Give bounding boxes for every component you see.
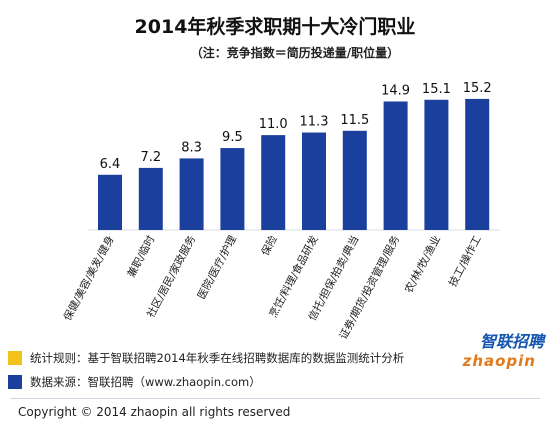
value-label-3: 9.5 xyxy=(222,130,243,145)
bar-chart: 6.4保健/美容/美发/健身7.2兼职/临时8.3社区/居民/家政服务9.5医院… xyxy=(61,81,500,341)
chart-subtitle: （注：竞争指数＝简历投递量/职位量） xyxy=(190,46,400,60)
value-label-2: 8.3 xyxy=(181,140,202,155)
note-rule: 统计规则：基于智联招聘2014年秋季在线招聘数据库的数据监测统计分析 xyxy=(8,350,404,366)
bar-9 xyxy=(465,98,490,231)
category-label-1: 兼职/临时 xyxy=(125,233,158,280)
bar-0 xyxy=(98,174,122,230)
rule-text: 统计规则：基于智联招聘2014年秋季在线招聘数据库的数据监测统计分析 xyxy=(30,351,405,365)
bar-1 xyxy=(138,167,163,230)
value-label-7: 14.9 xyxy=(381,83,410,98)
source-text: 数据来源：智联招聘（www.zhaopin.com） xyxy=(30,375,261,389)
logo-main-text: 智联招聘 xyxy=(479,332,544,351)
rule-swatch xyxy=(8,351,22,365)
category-label-8: 农/林/牧/渔业 xyxy=(402,233,443,295)
bar-8 xyxy=(424,99,449,230)
value-label-8: 15.1 xyxy=(422,82,451,97)
bar-5 xyxy=(302,132,326,230)
chart-title: 2014年秋季求职期十大冷门职业 xyxy=(134,16,416,38)
category-label-3: 医院/医疗/护理 xyxy=(195,233,240,301)
value-label-1: 7.2 xyxy=(140,150,161,165)
bar-3 xyxy=(220,148,245,230)
bar-4 xyxy=(261,135,286,230)
note-source: 数据来源：智联招聘（www.zhaopin.com） xyxy=(8,374,261,390)
value-label-9: 15.2 xyxy=(463,81,492,96)
bar-7 xyxy=(383,101,408,230)
bar-2 xyxy=(179,158,204,230)
value-label-6: 11.5 xyxy=(340,113,369,128)
value-label-0: 6.4 xyxy=(100,157,121,172)
bar-6 xyxy=(342,130,367,230)
copyright-text: Copyright © 2014 zhaopin all rights rese… xyxy=(18,405,291,419)
category-label-4: 保险 xyxy=(259,233,281,258)
zhaopin-logo: 智联招聘 zhaopin xyxy=(424,328,544,380)
logo-sub-text: zhaopin xyxy=(462,352,536,370)
value-label-4: 11.0 xyxy=(259,117,288,132)
category-label-0: 保健/美容/美发/健身 xyxy=(61,233,117,323)
value-label-5: 11.3 xyxy=(300,115,329,130)
source-swatch xyxy=(8,375,22,389)
footer-divider xyxy=(10,398,540,399)
category-label-9: 技工/操作工 xyxy=(446,233,484,289)
